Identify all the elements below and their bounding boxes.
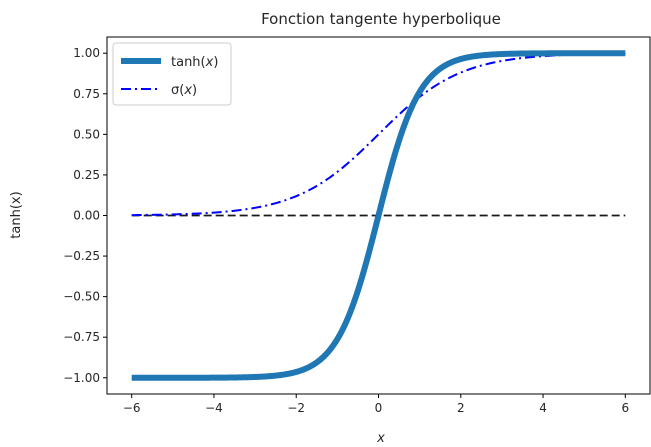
x-tick-label: −6: [123, 401, 141, 415]
x-axis-label: x: [376, 431, 385, 446]
y-tick-label: −1.00: [63, 371, 100, 385]
y-tick-label: −0.75: [63, 330, 100, 344]
y-tick-label: 0.00: [73, 209, 100, 223]
x-tick-label: 2: [457, 401, 465, 415]
y-tick-label: −0.50: [63, 290, 100, 304]
series-line-0: [130, 50, 627, 381]
legend-label-1: σ(x): [171, 83, 197, 98]
x-tick-label: 4: [539, 401, 547, 415]
legend: tanh(x) σ(x): [112, 42, 232, 106]
y-axis-label: tanh(x): [9, 191, 24, 238]
y-tick-label: 0.75: [73, 87, 100, 101]
x-tick-label: 0: [375, 401, 383, 415]
chart-title: Fonction tangente hyperbolique: [261, 10, 501, 28]
series-layer: [130, 50, 627, 381]
x-tick-label: −4: [205, 401, 223, 415]
x-tick-label: −2: [287, 401, 305, 415]
series-line-1: [131, 52, 626, 217]
y-tick-label: 0.50: [73, 127, 100, 141]
x-tick-label: 6: [621, 401, 629, 415]
axes-layer: −6 −4 −2 0 2 4 6 −1.00 −0.75 −0.50 −0.25 0.00 0.25 0.…: [63, 46, 629, 415]
legend-label-0: tanh(x): [171, 55, 218, 70]
y-tick-label: 1.00: [73, 46, 100, 60]
y-tick-label: 0.25: [73, 168, 100, 182]
y-tick-label: −0.25: [63, 249, 100, 263]
